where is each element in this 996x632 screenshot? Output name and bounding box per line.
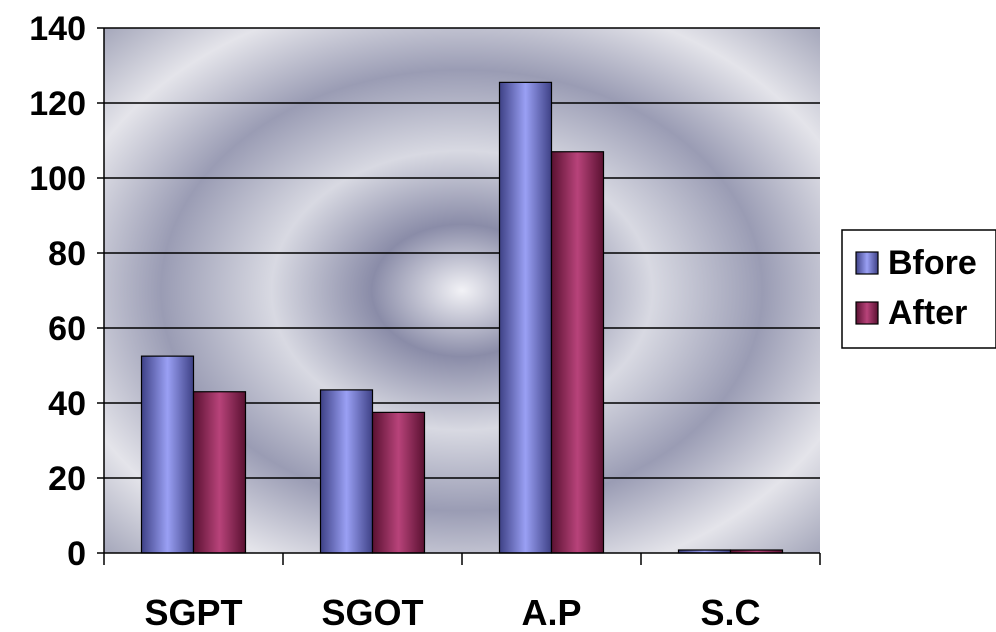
legend-label-bfore: Bfore	[888, 244, 977, 282]
y-tick-label: 20	[48, 460, 86, 498]
bar-bfore-ap	[498, 81, 553, 554]
axes: 0 20 40 60 80 100 120 140 SGPT SGOT A.P S.C	[29, 10, 821, 632]
bar-after-sgot	[371, 411, 426, 554]
bar-bfore-sgpt	[140, 355, 195, 554]
x-category-label: SGPT	[144, 592, 242, 632]
bar-after-ap	[550, 151, 605, 554]
y-tick-label: 0	[67, 535, 86, 573]
legend: Bfore After	[841, 229, 996, 349]
bar-bfore-sgot	[319, 389, 374, 554]
x-category-label: SGOT	[321, 592, 423, 632]
bar-after-sgpt	[192, 391, 247, 554]
legend-swatch-bfore	[855, 251, 879, 275]
legend-box	[841, 229, 996, 349]
y-tick-label: 40	[48, 385, 86, 423]
y-tick-label: 140	[29, 10, 86, 48]
legend-swatch-after	[855, 301, 879, 325]
legend-label-after: After	[888, 294, 967, 332]
x-category-label: S.C	[700, 592, 760, 632]
y-tick-label: 60	[48, 310, 86, 348]
y-tick-label: 80	[48, 235, 86, 273]
x-category-label: A.P	[521, 592, 581, 632]
y-tick-label: 100	[29, 160, 86, 198]
y-tick-label: 120	[29, 85, 86, 123]
